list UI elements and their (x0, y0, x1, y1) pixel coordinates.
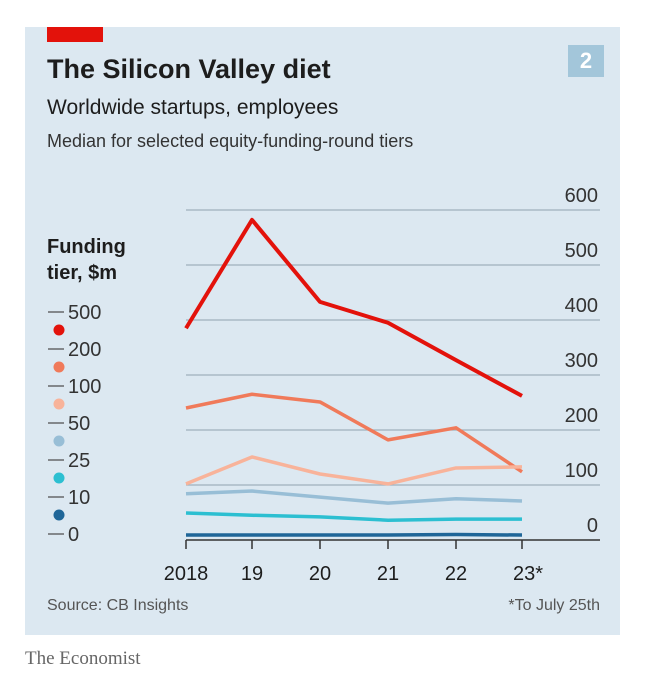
chart-subtitle-2: Median for selected equity-funding-round… (47, 131, 414, 151)
series-line-200-500 (184, 217, 523, 398)
footnote: *To July 25th (508, 597, 600, 614)
chart-number-badge: 2 (568, 45, 604, 77)
x-tick-label: 20 (309, 563, 331, 585)
y-tick-label: 100 (565, 460, 598, 482)
legend-swatch-10-25 (53, 472, 65, 484)
legend-swatch-0-10 (53, 509, 65, 521)
chart-subtitle: Worldwide startups, employees (47, 96, 339, 119)
legend-bound-label: 100 (68, 376, 101, 398)
series-line-0-10 (186, 532, 523, 537)
red-tab (47, 27, 103, 42)
series-line-10-25 (185, 511, 522, 522)
legend-bound-label: 0 (68, 524, 79, 546)
source-note: Source: CB Insights (47, 597, 189, 614)
x-tick-label: 21 (377, 563, 399, 585)
legend-title: Funding tier, $m (47, 236, 126, 284)
legend-bound-label: 10 (68, 487, 90, 509)
legend-swatch-25-50 (53, 435, 65, 447)
legend-swatch-200-500 (53, 324, 65, 336)
y-tick-label: 200 (565, 405, 598, 427)
y-tick-label: 600 (565, 185, 598, 207)
legend-bound-label: 25 (68, 450, 90, 472)
series-line-50-100 (185, 455, 523, 486)
legend-swatch-100-200 (53, 361, 65, 373)
x-tick-label: 2018 (164, 563, 209, 585)
y-tick-label: 0 (587, 515, 598, 537)
legend-bound-label: 50 (68, 413, 90, 435)
series-line-100-200 (185, 392, 523, 474)
chart-title: The Silicon Valley diet (47, 54, 331, 84)
legend-swatch-50-100 (53, 398, 65, 410)
y-tick-label: 500 (565, 240, 598, 262)
series-line-25-50 (185, 489, 523, 505)
y-tick-label: 300 (565, 350, 598, 372)
legend-bound-label: 200 (68, 339, 101, 361)
x-tick-label: 22 (445, 563, 467, 585)
x-tick-label: 23* (513, 563, 543, 585)
publisher-brand: The Economist (25, 648, 141, 669)
y-tick-label: 400 (565, 295, 598, 317)
legend-bound-label: 500 (68, 302, 101, 324)
x-tick-label: 19 (241, 563, 263, 585)
